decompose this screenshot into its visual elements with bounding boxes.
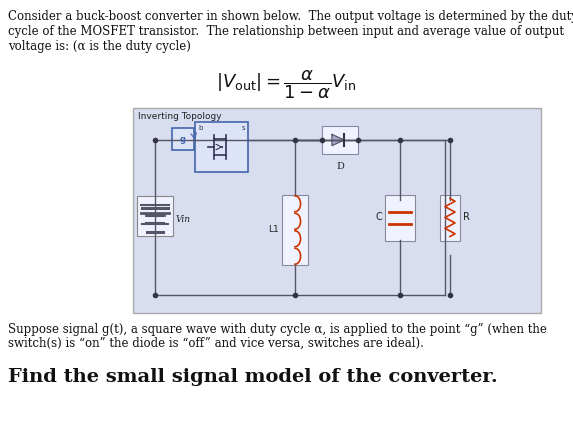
Text: g: g bbox=[180, 134, 186, 144]
Text: Find the small signal model of the converter.: Find the small signal model of the conve… bbox=[8, 368, 498, 386]
Bar bbox=[322, 126, 358, 154]
Text: Vin: Vin bbox=[176, 215, 191, 224]
Text: Suppose signal g(t), a square wave with duty cycle α, is applied to the point “g: Suppose signal g(t), a square wave with … bbox=[8, 323, 547, 336]
Text: Inverting Topology: Inverting Topology bbox=[138, 112, 222, 121]
Bar bbox=[133, 108, 541, 313]
Bar bbox=[385, 194, 415, 240]
Text: voltage is: (α is the duty cycle): voltage is: (α is the duty cycle) bbox=[8, 40, 191, 53]
Text: R: R bbox=[463, 212, 470, 223]
Text: D: D bbox=[336, 162, 344, 171]
Bar bbox=[137, 195, 173, 236]
Text: C: C bbox=[375, 212, 382, 223]
Bar bbox=[440, 194, 460, 240]
Bar bbox=[172, 128, 194, 150]
Text: Consider a buck-boost converter in shown below.  The output voltage is determine: Consider a buck-boost converter in shown… bbox=[8, 10, 573, 23]
Polygon shape bbox=[332, 134, 344, 145]
Text: s: s bbox=[241, 125, 245, 131]
Bar bbox=[195, 122, 248, 172]
Text: b: b bbox=[198, 125, 202, 131]
Bar bbox=[282, 195, 308, 265]
Text: switch(s) is “on” the diode is “off” and vice versa, switches are ideal).: switch(s) is “on” the diode is “off” and… bbox=[8, 337, 424, 350]
Text: cycle of the MOSFET transistor.  The relationship between input and average valu: cycle of the MOSFET transistor. The rela… bbox=[8, 25, 564, 38]
Text: L1: L1 bbox=[268, 226, 279, 234]
Text: $|V_{\rm out}| = \dfrac{\alpha}{1-\alpha}V_{\rm in}$: $|V_{\rm out}| = \dfrac{\alpha}{1-\alpha… bbox=[216, 68, 356, 101]
